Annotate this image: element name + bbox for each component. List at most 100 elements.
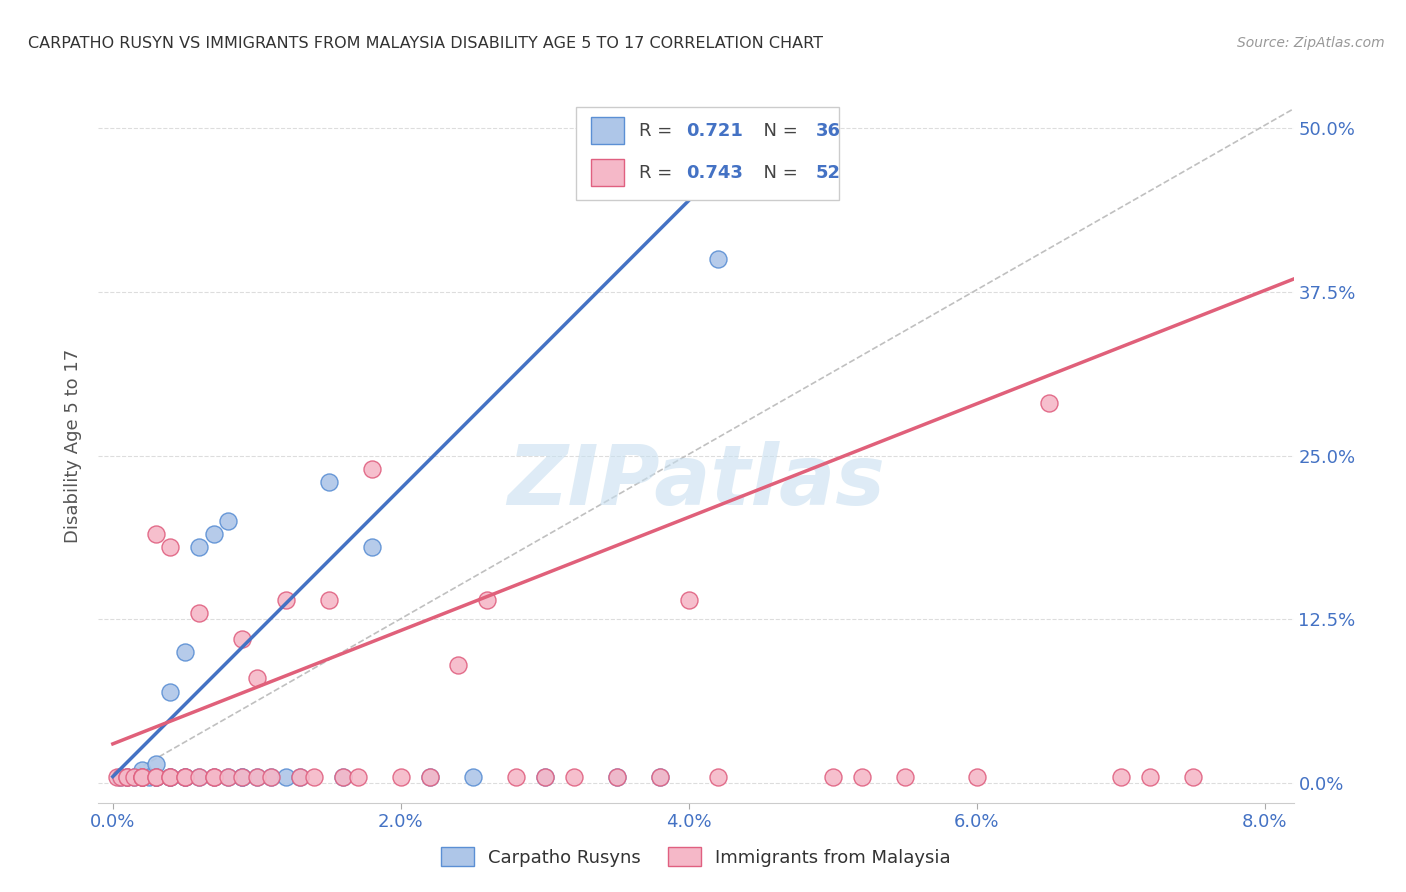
Point [304, 770, 326, 784]
Legend: Carpatho Rusyns, Immigrants from Malaysia: Carpatho Rusyns, Immigrants from Malaysi… [432, 838, 960, 876]
Text: CARPATHO RUSYN VS IMMIGRANTS FROM MALAYSIA DISABILITY AGE 5 TO 17 CORRELATION CH: CARPATHO RUSYN VS IMMIGRANTS FROM MALAYS… [28, 36, 823, 51]
Point [145, 770, 167, 784]
Bar [591, 117, 624, 145]
Point [217, 514, 239, 528]
Point [447, 658, 470, 673]
Point [145, 756, 167, 771]
Point [389, 770, 412, 784]
Point [188, 606, 211, 620]
Point [159, 770, 181, 784]
FancyBboxPatch shape [576, 107, 839, 200]
Point [346, 770, 368, 784]
Point [1139, 770, 1161, 784]
Point [131, 763, 153, 777]
Point [318, 475, 340, 489]
Point [217, 770, 239, 784]
Point [131, 770, 153, 784]
Text: 0.721: 0.721 [686, 121, 744, 139]
Point [966, 770, 988, 784]
Text: 52: 52 [815, 164, 841, 182]
Point [274, 592, 297, 607]
Point [260, 770, 283, 784]
Point [332, 770, 354, 784]
Bar [591, 159, 624, 186]
Point [606, 770, 628, 784]
Point [361, 541, 384, 555]
Point [893, 770, 915, 784]
Point [108, 770, 131, 784]
Point [110, 770, 132, 784]
Text: R =: R = [638, 164, 678, 182]
Point [419, 770, 441, 784]
Text: ZIPatlas: ZIPatlas [508, 442, 884, 522]
Point [461, 770, 484, 784]
Point [115, 770, 138, 784]
Point [145, 770, 167, 784]
Point [145, 527, 167, 541]
Text: N =: N = [752, 164, 804, 182]
Point [246, 770, 269, 784]
Point [124, 770, 146, 784]
Point [231, 770, 253, 784]
Point [231, 770, 253, 784]
Point [419, 770, 441, 784]
Point [202, 770, 225, 784]
Point [1109, 770, 1132, 784]
Point [821, 770, 844, 784]
Point [533, 770, 555, 784]
Point [188, 770, 211, 784]
Point [173, 645, 195, 659]
Point [138, 770, 160, 784]
Point [606, 770, 628, 784]
Point [145, 770, 167, 784]
Point [288, 770, 311, 784]
Point [202, 770, 225, 784]
Point [173, 770, 195, 784]
Text: N =: N = [752, 121, 804, 139]
Point [231, 770, 253, 784]
Point [188, 770, 211, 784]
Point [231, 632, 253, 647]
Point [217, 770, 239, 784]
Text: 36: 36 [815, 121, 841, 139]
Point [706, 252, 728, 267]
Point [202, 770, 225, 784]
Point [260, 770, 283, 784]
Point [361, 462, 384, 476]
Point [648, 770, 671, 784]
Point [115, 770, 138, 784]
Point [202, 527, 225, 541]
Point [505, 770, 527, 784]
Point [105, 770, 128, 784]
Point [188, 541, 211, 555]
Point [477, 592, 499, 607]
Point [274, 770, 297, 784]
Point [1038, 396, 1060, 410]
Point [318, 592, 340, 607]
Y-axis label: Disability Age 5 to 17: Disability Age 5 to 17 [65, 349, 83, 543]
Point [246, 770, 269, 784]
Point [145, 770, 167, 784]
Point [159, 770, 181, 784]
Point [124, 770, 146, 784]
Point [173, 770, 195, 784]
Point [159, 770, 181, 784]
Text: Source: ZipAtlas.com: Source: ZipAtlas.com [1237, 36, 1385, 50]
Point [288, 770, 311, 784]
Text: R =: R = [638, 121, 678, 139]
Point [173, 770, 195, 784]
Point [851, 770, 873, 784]
Point [1181, 770, 1204, 784]
Point [562, 770, 585, 784]
Point [246, 672, 269, 686]
Point [706, 770, 728, 784]
Point [159, 770, 181, 784]
Point [159, 684, 181, 698]
Text: 0.743: 0.743 [686, 164, 744, 182]
Point [678, 592, 700, 607]
Point [533, 770, 555, 784]
Point [131, 770, 153, 784]
Point [115, 770, 138, 784]
Point [332, 770, 354, 784]
Point [173, 770, 195, 784]
